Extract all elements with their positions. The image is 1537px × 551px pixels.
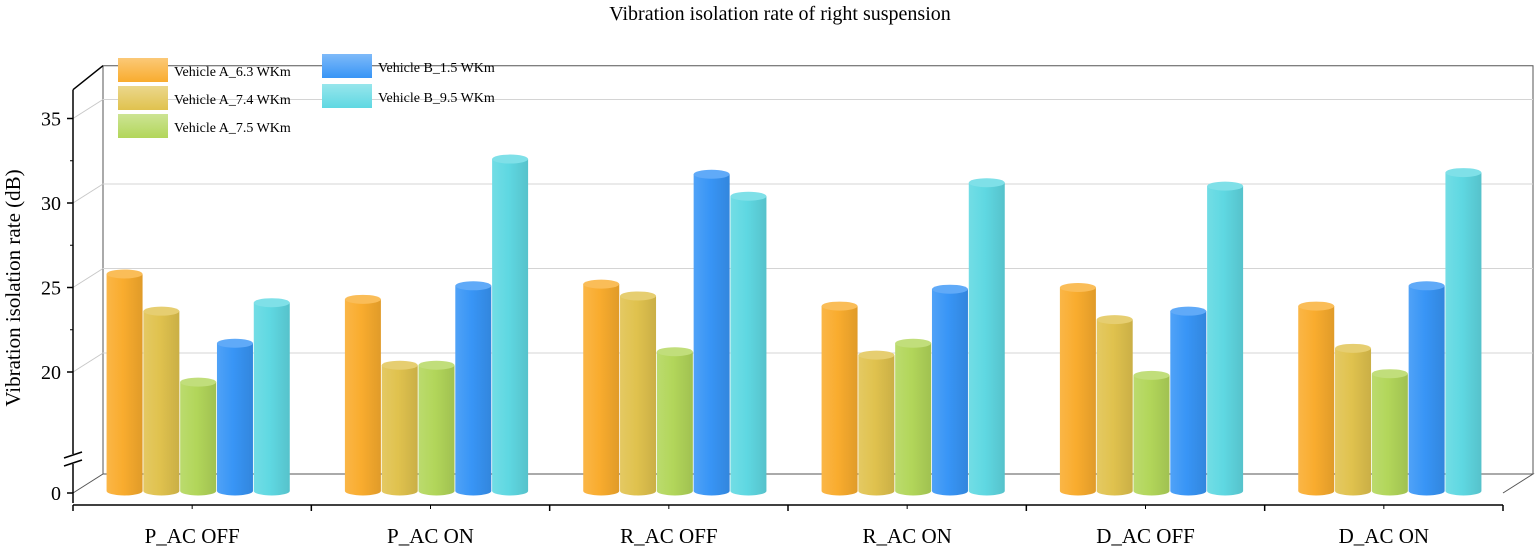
grid-line-side [72,268,104,288]
grid-line-side [72,352,104,373]
bar-5-2 [1371,373,1408,496]
legend-label: Vehicle B_9.5 WKm [378,91,495,106]
plot-frame [72,65,1535,494]
y-tick-label: 25 [41,278,61,300]
bar-top-0-0 [106,269,143,279]
bar-4-1 [1096,319,1133,496]
bar-top-5-4 [1445,168,1482,178]
bar-top-5-2 [1371,369,1408,379]
bar-0-4 [253,302,290,496]
bar-2-2 [656,351,693,496]
bar-top-4-0 [1059,283,1096,292]
bar-top-0-1 [143,306,180,316]
bar-top-2-4 [730,191,767,201]
x-tick-label: R_AC OFF [620,524,717,548]
bar-top-3-3 [931,284,968,294]
bar-top-4-3 [1170,306,1207,316]
bar-top-2-0 [583,279,620,289]
axis-break-mark [63,451,83,459]
axes: 0 20 25 30 35 P_AC OFF P_AC ON R_AC OFF R_AC ON D… [41,65,1504,548]
x-tick-label: R_AC ON [863,524,952,548]
bar-top-1-2 [418,360,455,370]
bar-top-3-1 [858,350,895,360]
bar-0-1 [143,311,180,496]
bar-top-2-3 [693,169,730,179]
bar-1-3 [455,285,492,496]
x-tick-label: D_AC ON [1339,524,1429,548]
bar-2-4 [730,196,767,496]
bar-4-0 [1059,287,1096,496]
bar-3-2 [895,343,932,496]
bar-top-5-3 [1408,281,1445,291]
bars [106,154,1482,496]
chart-title: Vibration isolation rate of right suspen… [609,3,951,25]
bar-4-4 [1207,186,1244,496]
y-tick-label: 20 [41,362,61,384]
bar-5-0 [1298,306,1335,496]
y-tick-label: 0 [51,483,61,505]
bar-2-3 [693,174,730,496]
legend-label: Vehicle A_7.5 WKm [174,121,291,136]
bar-1-2 [418,365,455,496]
bar-top-1-4 [492,154,529,164]
bar-top-4-2 [1133,370,1170,380]
bar-5-3 [1408,285,1445,496]
legend-label: Vehicle A_7.4 WKm [174,93,291,108]
bar-top-3-4 [968,178,1005,188]
bar-0-2 [180,382,217,496]
bar-top-3-0 [821,301,858,311]
legend-swatch [118,58,168,82]
y-axis-label: Vibration isolation rate (dB) [1,169,25,406]
bar-2-1 [620,295,657,496]
floor-plane [72,473,1535,494]
bar-4-2 [1133,375,1170,496]
bar-3-1 [858,355,895,496]
bar-top-2-2 [656,347,693,357]
bar-5-1 [1335,348,1372,496]
grid-line-side [72,183,104,204]
bar-top-5-0 [1298,301,1335,311]
y-tick-label: 30 [41,193,61,215]
y-axis-top-edge [72,65,104,91]
legend-label: Vehicle A_6.3 WKm [174,65,291,80]
bar-0-0 [106,273,143,496]
x-tick-label: P_AC OFF [145,524,240,548]
legend-swatch [322,54,372,78]
axis-break-mark [63,459,83,467]
bar-3-3 [931,289,968,496]
bar-top-1-3 [455,281,492,291]
bar-top-3-2 [895,338,932,348]
bar-top-5-1 [1335,343,1372,353]
bar-top-4-4 [1207,181,1244,191]
bar-top-0-3 [216,338,253,348]
bar-0-3 [216,343,253,496]
bar-3-4 [968,182,1005,496]
bar-1-0 [344,299,381,496]
bar-top-0-2 [180,377,217,387]
bar-top-2-1 [620,291,657,301]
x-tick-label: P_AC ON [387,524,474,548]
bar-top-4-1 [1096,315,1133,325]
legend-swatch [118,114,168,138]
y-tick-label: 35 [41,109,61,131]
legend-swatch [118,86,168,110]
legend: Vehicle A_6.3 WKm Vehicle A_7.4 WKm Vehicl… [118,54,495,138]
bar-1-1 [381,365,418,496]
x-tick-label: D_AC OFF [1096,524,1195,548]
bar-5-4 [1445,172,1482,496]
bar-1-4 [492,159,529,496]
bar-3-0 [821,306,858,496]
bar-top-0-4 [253,298,290,308]
bar-4-3 [1170,311,1207,496]
bar-top-1-0 [344,294,381,304]
axis-break-gap [65,454,81,464]
bar-2-0 [583,284,620,496]
bar-top-1-1 [381,360,418,370]
grid-line-side [72,99,104,119]
legend-swatch [322,84,372,108]
legend-label: Vehicle B_1.5 WKm [378,61,495,76]
